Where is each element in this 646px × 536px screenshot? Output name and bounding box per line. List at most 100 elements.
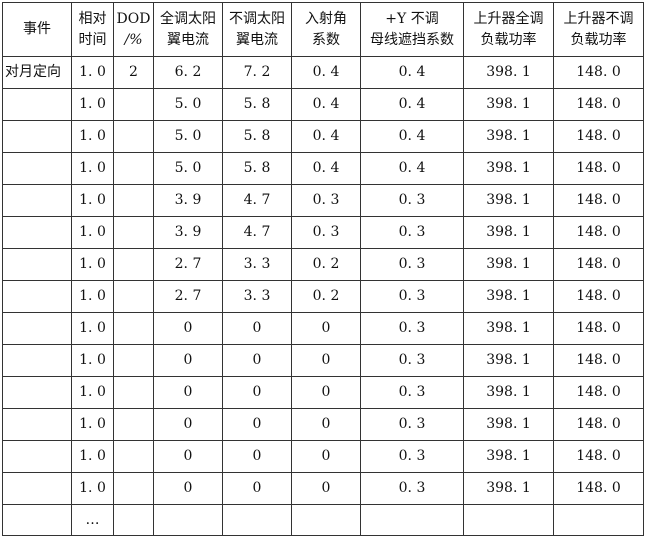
cell-relative-time: 1. 0: [71, 120, 114, 153]
cell-unregulated-solar-current: 0: [222, 440, 292, 473]
table-row: 1. 0 3. 9 4. 7 0. 3 0. 3 398. 1 148. 0: [2, 184, 644, 217]
header-ascender-full-load-power: 上升器全调 负载功率: [463, 2, 554, 57]
cell-ascender-unregulated-load-power: 148. 0: [553, 184, 644, 217]
cell-bus-shading-coefficient: 0. 3: [360, 184, 464, 217]
cell-ascender-unregulated-load-power: 148. 0: [553, 88, 644, 121]
cell-incidence-coefficient: 0: [291, 440, 361, 473]
cell-unregulated-solar-current: 4. 7: [222, 216, 292, 249]
cell-ascender-unregulated-load-power: 148. 0: [553, 344, 644, 377]
header-bus-shading-coefficient: +Y 不调 母线遮挡系数: [360, 2, 464, 57]
cell-ascender-full-load-power: 398. 1: [463, 312, 554, 345]
header-incidence-coefficient: 入射角 系数: [291, 2, 361, 57]
cell-event: [2, 152, 72, 185]
table-row: 1. 0 5. 0 5. 8 0. 4 0. 4 398. 1 148. 0: [2, 120, 644, 153]
cell-bus-shading-coefficient: 0. 3: [360, 376, 464, 409]
cell-ascender-full-load-power: 398. 1: [463, 440, 554, 473]
cell-relative-time: 1. 0: [71, 152, 114, 185]
cell-unregulated-solar-current: 0: [222, 312, 292, 345]
header-dod: DOD /%: [113, 2, 154, 57]
cell-relative-time: 1. 0: [71, 344, 114, 377]
cell-unregulated-solar-current: 0: [222, 408, 292, 441]
cell-unregulated-solar-current: 3. 3: [222, 280, 292, 313]
cell-ascender-unregulated-load-power: 148. 0: [553, 56, 644, 89]
cell-incidence-coefficient: 0: [291, 408, 361, 441]
cell-relative-time: …: [71, 504, 114, 536]
cell-ascender-full-load-power: 398. 1: [463, 344, 554, 377]
cell-bus-shading-coefficient: 0. 3: [360, 408, 464, 441]
cell-dod: [113, 248, 154, 281]
cell-event: [2, 504, 72, 536]
cell-bus-shading-coefficient: 0. 4: [360, 152, 464, 185]
cell-full-solar-current: [153, 504, 223, 536]
cell-ascender-full-load-power: [463, 504, 554, 536]
cell-ascender-full-load-power: 398. 1: [463, 248, 554, 281]
cell-ascender-unregulated-load-power: [553, 504, 644, 536]
header-full-solar-current: 全调太阳 翼电流: [153, 2, 223, 57]
cell-bus-shading-coefficient: [360, 504, 464, 536]
cell-ascender-unregulated-load-power: 148. 0: [553, 152, 644, 185]
cell-full-solar-current: 3. 9: [153, 184, 223, 217]
cell-dod: [113, 88, 154, 121]
table-row: 1. 0 3. 9 4. 7 0. 3 0. 3 398. 1 148. 0: [2, 216, 644, 249]
cell-dod: [113, 504, 154, 536]
cell-dod: [113, 344, 154, 377]
table-row: 1. 0 0 0 0 0. 3 398. 1 148. 0: [2, 312, 644, 345]
cell-incidence-coefficient: 0: [291, 472, 361, 505]
cell-incidence-coefficient: 0. 3: [291, 184, 361, 217]
header-event: 事件: [2, 2, 72, 57]
cell-ascender-full-load-power: 398. 1: [463, 152, 554, 185]
cell-unregulated-solar-current: 3. 3: [222, 248, 292, 281]
cell-ascender-full-load-power: 398. 1: [463, 216, 554, 249]
cell-relative-time: 1. 0: [71, 472, 114, 505]
cell-dod: [113, 376, 154, 409]
cell-incidence-coefficient: [291, 504, 361, 536]
cell-full-solar-current: 6. 2: [153, 56, 223, 89]
cell-full-solar-current: 2. 7: [153, 248, 223, 281]
cell-ascender-full-load-power: 398. 1: [463, 56, 554, 89]
table-row: 1. 0 2. 7 3. 3 0. 2 0. 3 398. 1 148. 0: [2, 280, 644, 313]
table-row: 1. 0 5. 0 5. 8 0. 4 0. 4 398. 1 148. 0: [2, 152, 644, 185]
cell-unregulated-solar-current: 5. 8: [222, 88, 292, 121]
cell-bus-shading-coefficient: 0. 3: [360, 344, 464, 377]
header-relative-time: 相对 时间: [71, 2, 114, 57]
cell-event: [2, 408, 72, 441]
table-row: 1. 0 0 0 0 0. 3 398. 1 148. 0: [2, 344, 644, 377]
cell-event: [2, 120, 72, 153]
cell-unregulated-solar-current: 4. 7: [222, 184, 292, 217]
cell-dod: [113, 152, 154, 185]
cell-event: [2, 376, 72, 409]
cell-dod: [113, 440, 154, 473]
cell-unregulated-solar-current: [222, 504, 292, 536]
cell-relative-time: 1. 0: [71, 88, 114, 121]
cell-unregulated-solar-current: 0: [222, 472, 292, 505]
cell-event: 对月定向: [2, 56, 72, 89]
cell-bus-shading-coefficient: 0. 3: [360, 472, 464, 505]
cell-event: [2, 184, 72, 217]
cell-bus-shading-coefficient: 0. 3: [360, 312, 464, 345]
table-row: 对月定向 1. 0 2 6. 2 7. 2 0. 4 0. 4 398. 1 148. 0: [2, 56, 644, 89]
table-row: 1. 0 2. 7 3. 3 0. 2 0. 3 398. 1 148. 0: [2, 248, 644, 281]
cell-relative-time: 1. 0: [71, 376, 114, 409]
cell-ascender-full-load-power: 398. 1: [463, 120, 554, 153]
cell-ascender-unregulated-load-power: 148. 0: [553, 248, 644, 281]
cell-full-solar-current: 5. 0: [153, 120, 223, 153]
cell-event: [2, 280, 72, 313]
cell-ascender-unregulated-load-power: 148. 0: [553, 440, 644, 473]
cell-bus-shading-coefficient: 0. 3: [360, 248, 464, 281]
cell-unregulated-solar-current: 5. 8: [222, 120, 292, 153]
cell-dod: [113, 312, 154, 345]
cell-bus-shading-coefficient: 0. 3: [360, 280, 464, 313]
cell-ascender-full-load-power: 398. 1: [463, 376, 554, 409]
cell-ascender-full-load-power: 398. 1: [463, 472, 554, 505]
cell-ascender-full-load-power: 398. 1: [463, 88, 554, 121]
cell-ascender-full-load-power: 398. 1: [463, 408, 554, 441]
cell-ascender-unregulated-load-power: 148. 0: [553, 120, 644, 153]
cell-bus-shading-coefficient: 0. 3: [360, 440, 464, 473]
cell-dod: [113, 120, 154, 153]
cell-full-solar-current: 0: [153, 312, 223, 345]
cell-ascender-full-load-power: 398. 1: [463, 280, 554, 313]
cell-relative-time: 1. 0: [71, 280, 114, 313]
cell-incidence-coefficient: 0. 4: [291, 56, 361, 89]
table-row: 1. 0 0 0 0 0. 3 398. 1 148. 0: [2, 440, 644, 473]
